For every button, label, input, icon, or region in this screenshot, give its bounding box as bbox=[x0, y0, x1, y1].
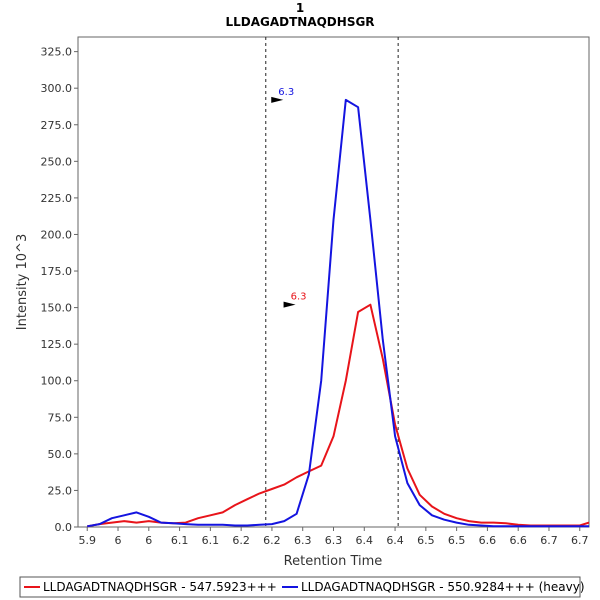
chart-subtitle: LLDAGADTNAQDHSGR bbox=[225, 15, 374, 29]
x-tick-label: 6 bbox=[115, 534, 122, 547]
legend-label-heavy: LLDAGADTNAQDHSGR - 550.9284+++ (heavy) bbox=[301, 580, 585, 594]
y-tick-label: 125.0 bbox=[41, 338, 73, 351]
peak-label-0: 6.3 bbox=[291, 292, 307, 303]
legend-box bbox=[19, 576, 581, 598]
y-tick-label: 200.0 bbox=[41, 228, 73, 241]
x-tick-label: 6.3 bbox=[325, 534, 343, 547]
chart-title: 1 bbox=[296, 1, 304, 15]
x-tick-label: 6.4 bbox=[356, 534, 374, 547]
x-tick-label: 5.9 bbox=[78, 534, 96, 547]
legend: LLDAGADTNAQDHSGR - 547.5923+++ LLDAGADTN… bbox=[19, 576, 585, 598]
y-tick-label: 50.0 bbox=[48, 448, 73, 461]
y-tick-label: 250.0 bbox=[41, 155, 73, 168]
x-tick-label: 6.7 bbox=[571, 534, 589, 547]
y-tick-label: 75.0 bbox=[48, 411, 73, 424]
y-tick-label: 225.0 bbox=[41, 192, 73, 205]
x-tick-label: 6.5 bbox=[417, 534, 435, 547]
x-tick-label: 6.6 bbox=[479, 534, 497, 547]
plot-area bbox=[77, 36, 590, 528]
peak-arrow-0 bbox=[283, 301, 296, 308]
y-tick-label: 25.0 bbox=[48, 484, 73, 497]
y-tick-label: 325.0 bbox=[41, 46, 73, 59]
x-tick-label: 6 bbox=[145, 534, 152, 547]
x-axis-ticks: 5.9 6 6 6.1 6.1 6.2 6.2 6.3 6.3 6.4 6.4 6.5 6.5 6.6 6.… bbox=[78, 527, 589, 547]
peak-label-1: 6.3 bbox=[278, 87, 294, 98]
x-tick-label: 6.3 bbox=[294, 534, 312, 547]
legend-label-light: LLDAGADTNAQDHSGR - 547.5923+++ bbox=[43, 580, 277, 594]
y-tick-label: 0.0 bbox=[55, 521, 73, 534]
x-tick-label: 6.6 bbox=[509, 534, 527, 547]
series-lines bbox=[87, 98, 590, 528]
y-axis-ticks: 0.0 25.0 50.0 75.0 100.0 125.0 150.0 175.0 200.0… bbox=[41, 46, 78, 534]
x-tick-label: 6.7 bbox=[540, 534, 558, 547]
peak-arrow-1 bbox=[271, 96, 284, 103]
y-tick-label: 175.0 bbox=[41, 265, 73, 278]
y-tick-label: 100.0 bbox=[41, 375, 73, 388]
x-tick-label: 6.1 bbox=[171, 534, 189, 547]
series-line-1 bbox=[87, 98, 589, 528]
x-tick-label: 6.1 bbox=[202, 534, 220, 547]
peak-annotations: 6.3 6.3 bbox=[271, 87, 307, 308]
y-tick-label: 275.0 bbox=[41, 119, 73, 132]
x-tick-label: 6.4 bbox=[386, 534, 404, 547]
y-axis-label: Intensity 10^3 bbox=[15, 234, 30, 330]
x-tick-label: 6.2 bbox=[263, 534, 281, 547]
x-axis-label: Retention Time bbox=[284, 554, 383, 569]
x-tick-label: 6.5 bbox=[448, 534, 466, 547]
y-tick-label: 300.0 bbox=[41, 82, 73, 95]
x-tick-label: 6.2 bbox=[232, 534, 250, 547]
y-tick-label: 150.0 bbox=[41, 302, 73, 315]
